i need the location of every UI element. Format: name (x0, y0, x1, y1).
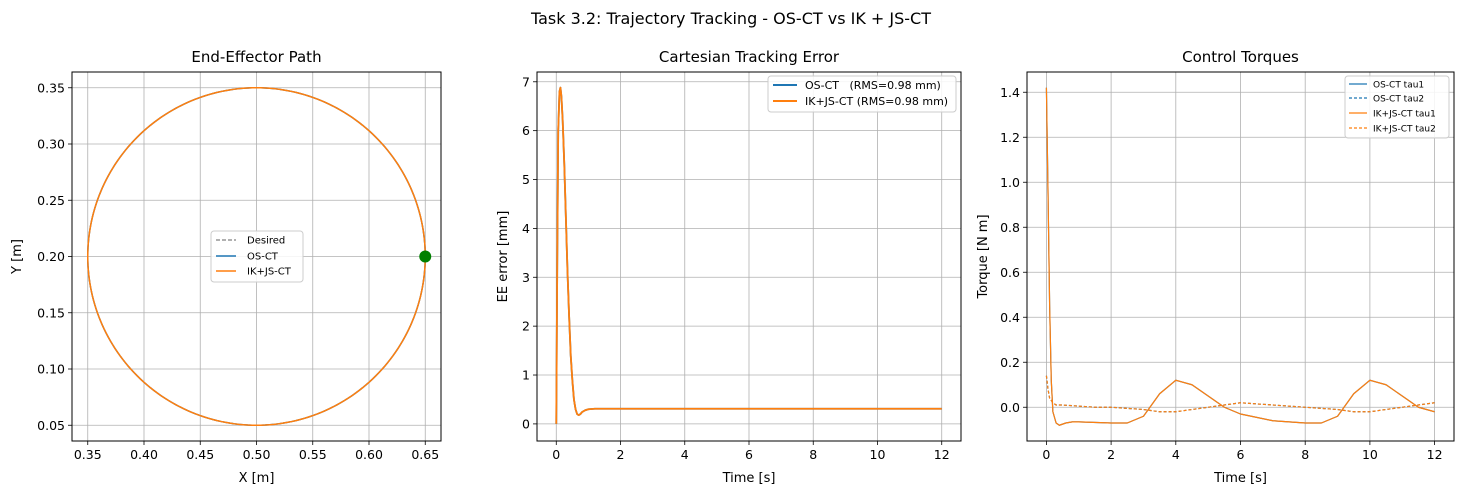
p2-data (1045, 87, 1435, 426)
p1-ytick-label: 7 (522, 74, 530, 89)
p2-ytick-label: 1.4 (1000, 85, 1020, 100)
p0-ytick-label: 0.35 (37, 80, 65, 95)
p1-ytick-label: 6 (522, 123, 530, 138)
p0-ylabel: Y [m] (10, 239, 25, 275)
p1-legend-box (767, 75, 957, 113)
p2-xtick-label: 8 (1301, 447, 1309, 462)
p2-xlabel: Time [s] (1213, 471, 1267, 486)
p1-ytick-label: 5 (522, 172, 530, 187)
p1-xtick-label: 8 (809, 447, 817, 462)
p2-ytick-label: 0.0 (1000, 400, 1020, 415)
p0-ytick-label: 0.25 (37, 193, 65, 208)
p1-ytick-label: 2 (522, 319, 530, 334)
p0-ytick-label: 0.30 (37, 137, 65, 152)
panel-control-torques: 0 2 4 6 8 10 12 0.0 0.2 0.4 0.6 0.8 1.0 1.2 1.4 Contro… (976, 48, 1455, 486)
series-ik-js-ct-error-line (555, 86, 942, 424)
series-ik-js-ct-tau1-line (1045, 87, 1435, 426)
p1-title: Cartesian Tracking Error (659, 48, 840, 66)
p1-ytick-label: 4 (522, 221, 530, 236)
p0-legend-label-desired: Desired (247, 236, 285, 247)
p0-xtick-label: 0.45 (186, 447, 214, 462)
p0-xlabel: X [m] (239, 471, 275, 486)
p0-legend: Desired OS-CT IK+JS-CT (210, 230, 304, 283)
p2-xtick-label: 4 (1172, 447, 1180, 462)
p0-xtick-label: 0.50 (243, 447, 271, 462)
p1-legend-label-ik-js-ct: IK+JS-CT (RMS=0.98 mm) (805, 95, 948, 108)
p0-xtick-label: 0.65 (411, 447, 439, 462)
p2-xtick-label: 12 (1427, 447, 1443, 462)
figure-suptitle: Task 3.2: Trajectory Tracking - OS-CT vs… (530, 9, 931, 28)
p1-ylabel: EE error [mm] (496, 211, 511, 303)
panel-end-effector-path: 0.35 0.40 0.45 0.50 0.55 0.60 0.65 0.05 0.10 0.15… (10, 48, 442, 486)
p2-legend-box (1344, 75, 1450, 139)
p2-xtick-label: 0 (1042, 447, 1050, 462)
p1-legend: OS-CT (RMS=0.98 mm) IK+JS-CT (RMS=0.98 m… (767, 75, 957, 113)
p0-xtick-label: 0.60 (355, 447, 383, 462)
p2-ytick-label: 0.4 (1000, 310, 1020, 325)
p2-xtick-label: 10 (1362, 447, 1378, 462)
p1-ytick-label: 1 (522, 368, 530, 383)
p1-xlabel: Time [s] (722, 471, 776, 486)
p1-legend-label-os-ct: OS-CT (RMS=0.98 mm) (805, 79, 941, 92)
p2-ticks: 0 2 4 6 8 10 12 0.0 0.2 0.4 0.6 0.8 1.0 1.2 1.4 (1000, 85, 1442, 462)
p2-legend-label-os-ct-tau1: OS-CT tau1 (1373, 81, 1424, 91)
p1-xtick-label: 12 (934, 447, 950, 462)
p1-xtick-label: 4 (681, 447, 689, 462)
p2-legend: OS-CT tau1 OS-CT tau2 IK+JS-CT tau1 IK+J… (1344, 75, 1450, 139)
p2-ylabel: Torque [N m] (976, 214, 991, 299)
series-ik-js-ct-tau2-line (1045, 375, 1435, 413)
p2-ytick-label: 1.0 (1000, 175, 1020, 190)
p0-ytick-label: 0.20 (37, 249, 65, 264)
p2-xtick-label: 2 (1107, 447, 1115, 462)
p2-ytick-label: 0.2 (1000, 355, 1020, 370)
p0-ytick-label: 0.15 (37, 305, 65, 320)
p1-ytick-label: 0 (522, 416, 530, 431)
p1-ytick-label: 3 (522, 270, 530, 285)
p0-legend-label-os-ct: OS-CT (247, 252, 279, 263)
p2-title: Control Torques (1182, 48, 1299, 66)
p1-data (555, 86, 942, 424)
p1-xtick-label: 6 (745, 447, 753, 462)
p1-xtick-label: 2 (617, 447, 625, 462)
p2-ytick-label: 0.6 (1000, 265, 1020, 280)
p1-xtick-label: 10 (870, 447, 886, 462)
p0-data (86, 86, 432, 427)
p0-legend-label-ik-js-ct: IK+JS-CT (247, 267, 292, 278)
p2-ytick-label: 0.8 (1000, 220, 1020, 235)
p0-legend-box (210, 230, 304, 283)
p0-xtick-label: 0.55 (299, 447, 327, 462)
p0-ytick-label: 0.05 (37, 418, 65, 433)
p2-legend-label-ik-js-ct-tau1: IK+JS-CT tau1 (1373, 110, 1436, 120)
p1-grid (537, 72, 961, 441)
p0-ticks: 0.35 0.40 0.45 0.50 0.55 0.60 0.65 0.05 0.10 0.15… (37, 80, 439, 462)
p0-ytick-label: 0.10 (37, 362, 65, 377)
start-point-marker (419, 250, 432, 263)
p1-xtick-label: 0 (552, 447, 560, 462)
p2-xtick-label: 6 (1237, 447, 1245, 462)
p2-ytick-label: 1.2 (1000, 130, 1020, 145)
p2-legend-label-os-ct-tau2: OS-CT tau2 (1373, 95, 1424, 105)
series-ik-js-ct-line (86, 86, 426, 427)
p2-grid (1027, 72, 1454, 441)
p0-title: End-Effector Path (191, 48, 321, 66)
p2-legend-label-ik-js-ct-tau2: IK+JS-CT tau2 (1373, 125, 1436, 135)
p0-xtick-label: 0.40 (130, 447, 158, 462)
p0-xtick-label: 0.35 (74, 447, 102, 462)
